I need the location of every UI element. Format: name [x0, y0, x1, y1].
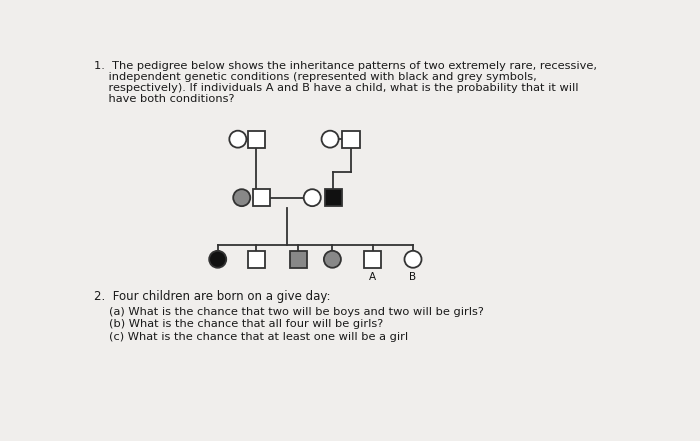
Text: A: A	[369, 272, 377, 282]
Circle shape	[304, 189, 321, 206]
Bar	[364, 251, 382, 268]
Circle shape	[321, 131, 339, 148]
Text: (a) What is the chance that two will be boys and two will be girls?: (a) What is the chance that two will be …	[109, 307, 484, 317]
Circle shape	[405, 251, 421, 268]
Text: have both conditions?: have both conditions?	[94, 94, 235, 104]
Text: B: B	[410, 272, 416, 282]
Circle shape	[324, 251, 341, 268]
Text: 2.  Four children are born on a give day:: 2. Four children are born on a give day:	[94, 290, 330, 303]
Bar	[342, 131, 360, 148]
Text: respectively). If individuals A and B have a child, what is the probability that: respectively). If individuals A and B ha…	[94, 83, 578, 93]
Bar	[253, 189, 270, 206]
Circle shape	[230, 131, 246, 148]
Circle shape	[209, 251, 226, 268]
Bar	[248, 251, 265, 268]
Bar	[325, 189, 342, 206]
Bar	[290, 251, 307, 268]
Bar	[248, 131, 265, 148]
Text: 1.  The pedigree below shows the inheritance patterns of two extremely rare, rec: 1. The pedigree below shows the inherita…	[94, 60, 596, 71]
Circle shape	[233, 189, 251, 206]
Text: (c) What is the chance that at least one will be a girl: (c) What is the chance that at least one…	[109, 332, 408, 342]
Text: (b) What is the chance that all four will be girls?: (b) What is the chance that all four wil…	[109, 319, 384, 329]
Text: independent genetic conditions (represented with black and grey symbols,: independent genetic conditions (represen…	[94, 72, 536, 82]
